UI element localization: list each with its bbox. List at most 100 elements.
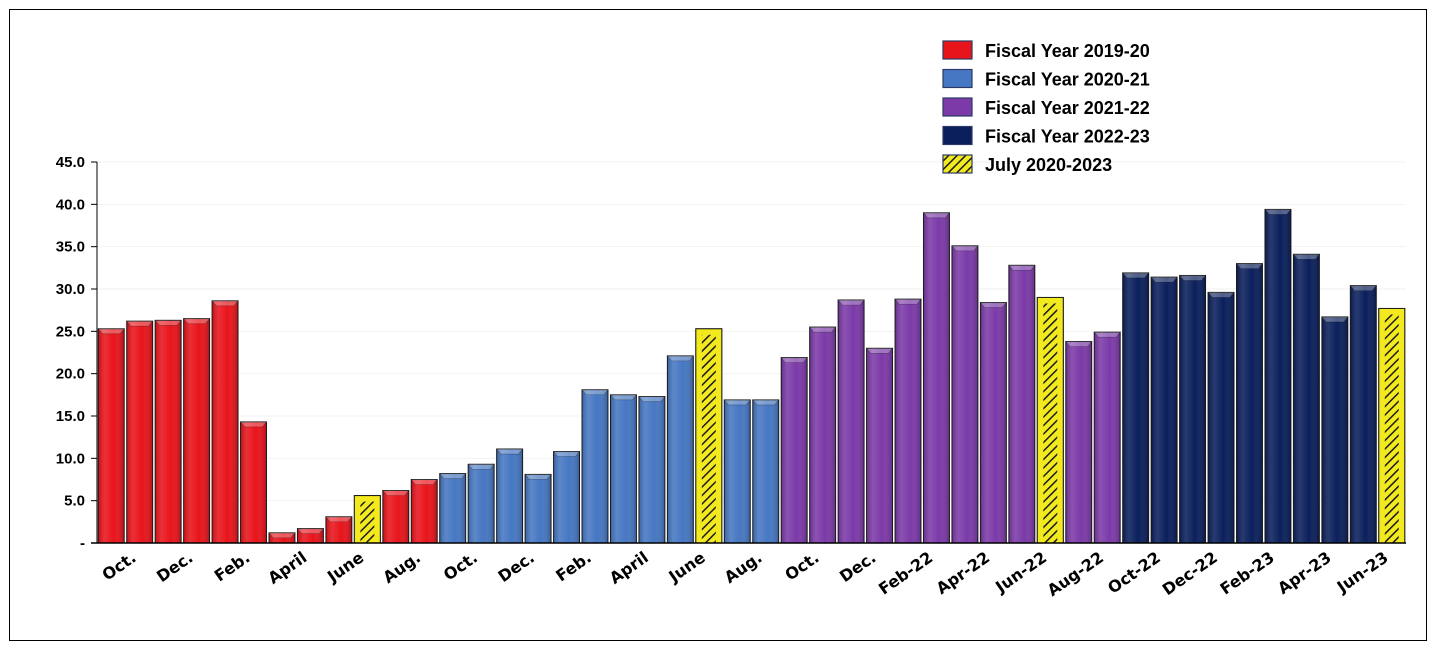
- bar-shading: [155, 320, 182, 543]
- bar-shading: [1065, 341, 1092, 543]
- bar-group: [922, 212, 951, 544]
- bar-shading: [1094, 332, 1121, 543]
- bar-edge-top: [354, 495, 381, 502]
- x-tick-label: June: [323, 548, 367, 587]
- x-tick-label: Jun-22: [991, 548, 1050, 597]
- bar-shading: [667, 355, 694, 543]
- x-tick-label: Apr-23: [1274, 548, 1335, 598]
- x-tick-label: Aug.: [721, 548, 766, 587]
- bar-bevel: [837, 299, 865, 306]
- bar-group: [296, 528, 325, 544]
- y-tick-label: 45.0: [56, 154, 85, 171]
- bar-bevel: [752, 399, 780, 406]
- bar-bevel: [154, 320, 182, 326]
- legend-label: July 2020-2023: [985, 155, 1112, 175]
- bar-bevel: [979, 302, 1007, 308]
- bar-group: [268, 532, 296, 544]
- bar-bevel: [1292, 253, 1321, 260]
- bar-shading: [212, 300, 239, 543]
- x-tick-label: Dec-22: [1159, 548, 1221, 599]
- bar-group: [1178, 274, 1207, 544]
- y-tick-label: 20.0: [56, 366, 85, 383]
- bar-group: [1292, 253, 1321, 544]
- bar-bevel: [239, 421, 268, 428]
- bar-shading: [439, 473, 466, 543]
- bar-group: [723, 399, 751, 544]
- bar-shading: [1264, 209, 1291, 543]
- bar-shading: [1151, 277, 1178, 543]
- legend-swatch: [942, 40, 973, 60]
- bar-edge-top: [695, 328, 722, 335]
- x-tick-label: Apr-22: [933, 548, 994, 598]
- bar-group: [666, 355, 694, 544]
- bar-bevel: [1093, 331, 1121, 338]
- x-tick-label: April: [264, 548, 310, 588]
- bar-bevel: [268, 532, 296, 539]
- bar-bevel: [951, 245, 979, 252]
- bar-bevel: [609, 394, 638, 401]
- bar-bevel: [1321, 316, 1349, 323]
- legend-swatch: [942, 97, 973, 117]
- bar-bevel: [780, 357, 808, 363]
- bar-edge-right: [374, 495, 381, 543]
- y-tick-label: -: [80, 535, 85, 552]
- bar-group: [211, 300, 239, 544]
- legend-label: Fiscal Year 2022-23: [985, 127, 1150, 147]
- legend-swatch: [942, 125, 973, 146]
- bar-group: [382, 490, 410, 544]
- bar-bevel: [865, 347, 894, 354]
- bar-group: [182, 318, 211, 544]
- y-tick-label: 35.0: [56, 239, 85, 256]
- bar-group: [638, 396, 666, 544]
- y-tick-label: 25.0: [56, 323, 85, 340]
- legend-swatch: [942, 154, 973, 174]
- legend-item: Fiscal Year 2022-23: [942, 125, 1150, 147]
- bar-group: [837, 299, 865, 544]
- bar-shading: [496, 449, 523, 543]
- bar-bevel: [1008, 264, 1036, 271]
- bar-shading: [183, 318, 210, 543]
- x-tick-label: Dec.: [494, 548, 537, 586]
- bar-shading: [1122, 272, 1149, 543]
- bar-shading: [325, 516, 352, 543]
- bar-shading: [468, 464, 495, 543]
- bar-shading: [240, 421, 267, 543]
- bar-bevel: [1150, 276, 1178, 283]
- legend-item: July 2020-2023: [942, 154, 1112, 175]
- bar-group: [780, 357, 808, 544]
- bar-bevel: [467, 463, 495, 470]
- bar-bevel: [666, 355, 694, 362]
- bar-bevel: [581, 389, 609, 396]
- bar-shading: [923, 212, 950, 544]
- bar-shading: [895, 299, 921, 543]
- bar-group: [552, 451, 581, 544]
- x-tick-label: Dec.: [153, 548, 196, 586]
- bar-shading: [951, 245, 978, 543]
- bar-shading: [553, 451, 580, 543]
- legend-label: Fiscal Year 2020-21: [985, 70, 1150, 90]
- bar-group: [1321, 316, 1349, 544]
- bar-edge-top: [1037, 297, 1064, 304]
- legend-item: Fiscal Year 2019-20: [942, 40, 1150, 61]
- legend-label: Fiscal Year 2019-20: [985, 41, 1150, 61]
- bar-group: [353, 495, 381, 544]
- bar-shading: [752, 399, 779, 543]
- bar-shading: [411, 479, 438, 543]
- bar-shading: [382, 490, 409, 543]
- bar-bevel: [382, 490, 410, 496]
- bar-group: [439, 473, 467, 544]
- bar-shading: [980, 302, 1007, 543]
- bar-edge-left: [695, 328, 702, 543]
- bar-group: [325, 516, 353, 544]
- bar-bevel: [1207, 292, 1235, 298]
- bar-bevel: [325, 516, 353, 523]
- bar-group: [524, 473, 552, 544]
- y-tick-label: 5.0: [64, 493, 85, 510]
- bar-edge-left: [354, 495, 361, 543]
- x-tick-label: Oct.: [440, 548, 481, 585]
- bar-edge-right: [1398, 308, 1405, 543]
- bar-group: [581, 389, 609, 544]
- bar-group: [609, 394, 638, 544]
- bar-group: [1036, 296, 1064, 544]
- bar-edge-top: [1378, 308, 1405, 315]
